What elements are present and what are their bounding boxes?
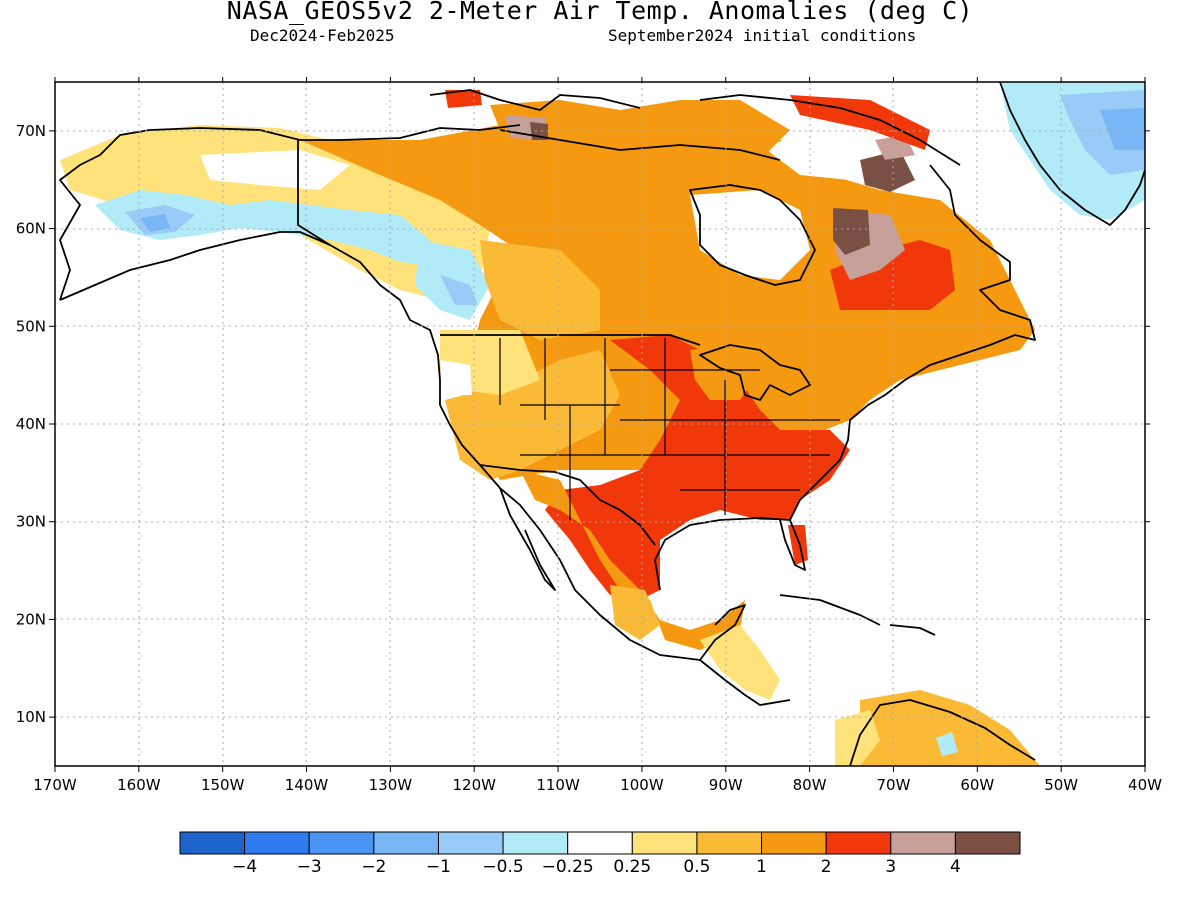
lon-label: 60W	[960, 776, 994, 794]
lon-label: 170W	[33, 776, 77, 794]
colorbar-label: 3	[885, 857, 896, 877]
shade-greenland-coolest	[1100, 108, 1145, 150]
colorbar-swatch	[890, 831, 956, 855]
lon-label: 160W	[117, 776, 161, 794]
lon-label: 70W	[877, 776, 911, 794]
baja	[499, 487, 556, 591]
cuba	[779, 594, 881, 626]
colorbar-swatch	[954, 831, 1021, 855]
colorbar	[179, 831, 1021, 855]
border-us-canada	[440, 334, 701, 346]
initial-conditions: September2024 initial conditions	[608, 26, 917, 45]
colorbar-label: −0.5	[482, 857, 523, 877]
shade-arctic-red	[790, 95, 930, 150]
lon-label: 120W	[452, 776, 496, 794]
colorbar-label: −0.25	[542, 857, 594, 877]
shade-mexico-light	[610, 585, 660, 640]
lon-label: 40W	[1128, 776, 1162, 794]
colorbar-swatch	[179, 831, 246, 855]
colorbar-label: 0.5	[683, 857, 710, 877]
shade-hudson-bay	[690, 190, 810, 280]
coast-south-america	[849, 699, 1036, 766]
lon-label: 130W	[369, 776, 413, 794]
shade-southamerica-yellow	[835, 710, 880, 766]
lat-label: 30N	[16, 513, 46, 531]
colorbar-swatch	[631, 831, 698, 855]
shade-baffin-brown	[860, 150, 915, 192]
lon-label: 150W	[201, 776, 245, 794]
lat-label: 60N	[16, 220, 46, 238]
colorbar-swatch	[308, 831, 375, 855]
shade-west-us	[445, 350, 620, 480]
colorbar-label: −4	[232, 857, 257, 877]
border-alaska-canada	[297, 140, 331, 246]
shade-quebec-brown	[833, 208, 870, 255]
colorbar-swatch	[567, 831, 633, 855]
coast-hudson-bay	[689, 184, 816, 286]
coast-greenland	[999, 82, 1145, 226]
colorbar-label: 1	[756, 857, 767, 877]
land-outlines	[59, 82, 1145, 766]
lon-label: 100W	[620, 776, 664, 794]
arctic-islands-2	[699, 94, 961, 166]
shade-southamerica-cool	[936, 732, 958, 756]
colorbar-labels: −4 −3 −2 −1 −0.5 −0.25 0.25 0.5 1 2 3 4	[232, 857, 961, 877]
lon-label: 90W	[709, 776, 743, 794]
state-borders	[499, 338, 840, 520]
lon-label: 50W	[1044, 776, 1078, 794]
colorbar-label: 2	[821, 857, 832, 877]
lat-label: 40N	[16, 415, 46, 433]
colorbar-swatch	[696, 831, 763, 855]
shade-pnw-white	[440, 360, 472, 395]
lat-label: 10N	[16, 708, 46, 726]
lat-label: 70N	[16, 122, 46, 140]
colorbar-swatch	[437, 831, 504, 855]
map-title: NASA_GEOS5v2 2-Meter Air Temp. Anomalies…	[226, 0, 974, 25]
shade-westcanada-light	[480, 240, 600, 340]
shade-florida-red	[788, 525, 808, 565]
coast-yucatan	[699, 604, 746, 661]
anomaly-shading	[60, 82, 1145, 766]
shade-alaska-coolest	[140, 214, 170, 232]
lat-label: 50N	[16, 317, 46, 335]
coast-gulf	[654, 517, 806, 591]
coast-east	[789, 164, 1036, 521]
coast-alaska-north	[59, 124, 521, 301]
lon-label: 140W	[285, 776, 329, 794]
shade-bc-cooler	[440, 275, 478, 305]
lon-label: 80W	[793, 776, 827, 794]
lat-label: 20N	[16, 610, 46, 628]
colorbar-label: −3	[297, 857, 322, 877]
colorbar-label: −1	[426, 857, 451, 877]
hispaniola	[889, 624, 936, 636]
colorbar-swatch	[761, 831, 827, 855]
shade-mexico-orange	[520, 470, 745, 650]
shade-arctic-orange	[490, 100, 790, 160]
forecast-period: Dec2024-Feb2025	[250, 26, 395, 45]
colorbar-swatch	[373, 831, 439, 855]
colorbar-label: 0.25	[613, 857, 651, 877]
coast-north-america-west	[59, 231, 791, 706]
longitude-axis: 170W 160W 150W 140W 130W 120W 110W 100W 90W 80W 70…	[33, 77, 1162, 794]
arctic-islands-1	[429, 89, 641, 111]
shade-alaska-cool	[95, 190, 430, 265]
shade-central-america	[700, 625, 780, 700]
colorbar-swatch	[502, 831, 569, 855]
colorbar-label: 4	[950, 857, 961, 877]
shade-southamerica	[860, 690, 1040, 766]
colorbar-swatch	[244, 831, 310, 855]
shade-hudson-bay-2	[760, 135, 860, 180]
lon-label: 110W	[536, 776, 580, 794]
shade-arctic-red-2	[445, 90, 482, 108]
shade-central-red	[545, 335, 850, 600]
graticule	[55, 82, 1145, 766]
colorbar-label: −2	[361, 857, 386, 877]
colorbar-swatch	[825, 831, 892, 855]
arctic-islands-3	[499, 129, 781, 161]
great-lakes	[699, 344, 811, 401]
shade-alaska-white	[200, 150, 350, 190]
latitude-axis: 70N 60N 50N 40N 30N 20N 10N	[16, 122, 1150, 726]
border-us-mexico	[479, 464, 656, 546]
